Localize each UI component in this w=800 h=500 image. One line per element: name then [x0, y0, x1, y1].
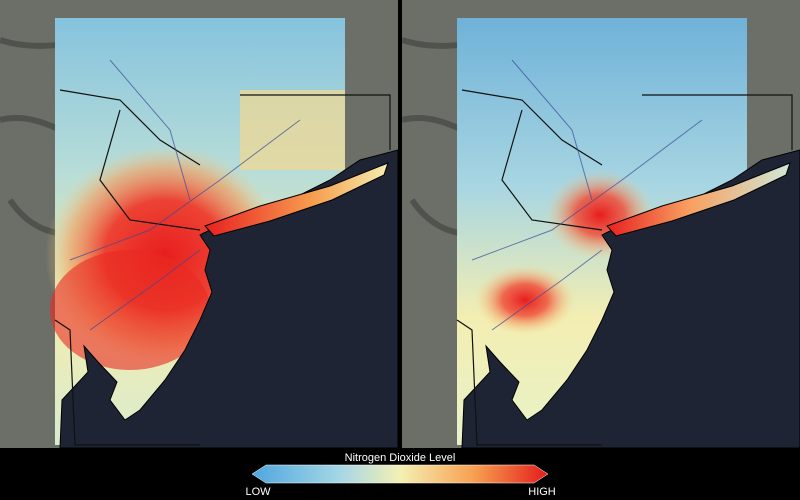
map-panel-after	[402, 0, 800, 448]
color-scale	[251, 464, 549, 484]
legend-title: Nitrogen Dioxide Level	[345, 452, 456, 464]
legend: Nitrogen Dioxide Level LOW HIGH	[245, 452, 555, 498]
legend-low: LOW	[245, 486, 271, 498]
map-panel-before	[0, 0, 398, 448]
legend-high: HIGH	[528, 486, 556, 498]
